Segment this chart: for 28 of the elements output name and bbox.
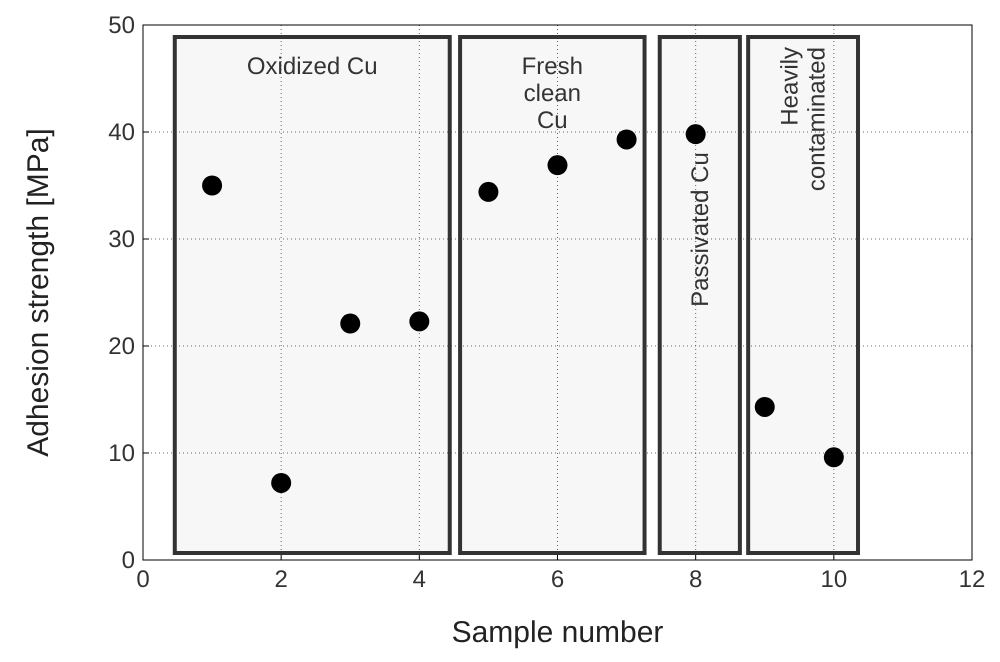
point <box>754 396 775 417</box>
x-tick-label: 8 <box>688 566 702 593</box>
point <box>548 155 568 176</box>
x-tick-label: 6 <box>550 566 564 593</box>
band-label: Fresh clean Cu <box>522 53 583 134</box>
y-tick-label: 20 <box>108 333 135 360</box>
y-axis-title: Adhesion strength [MPa] <box>22 128 55 457</box>
x-tick-label: 2 <box>274 566 288 593</box>
point <box>409 311 430 332</box>
band-label: Passivated Cu <box>686 152 714 307</box>
band-label: Oxidized Cu <box>246 53 378 80</box>
y-tick-label: 40 <box>108 119 135 146</box>
y-tick-label: 30 <box>108 226 135 253</box>
y-tick-label: 50 <box>108 12 135 39</box>
x-tick-label: 12 <box>958 566 986 593</box>
point <box>616 129 637 150</box>
point <box>686 124 706 144</box>
x-tick-label: 4 <box>412 566 426 593</box>
x-tick-label: 10 <box>820 566 848 593</box>
band-label: Heavily contaminated <box>776 47 831 192</box>
x-axis-title: Sample number <box>452 616 664 649</box>
point <box>824 447 844 468</box>
point <box>271 472 292 493</box>
y-tick-label: 10 <box>108 440 135 467</box>
y-tick-label: 0 <box>122 547 135 574</box>
point <box>340 314 360 334</box>
point <box>202 176 222 196</box>
point <box>478 182 498 202</box>
